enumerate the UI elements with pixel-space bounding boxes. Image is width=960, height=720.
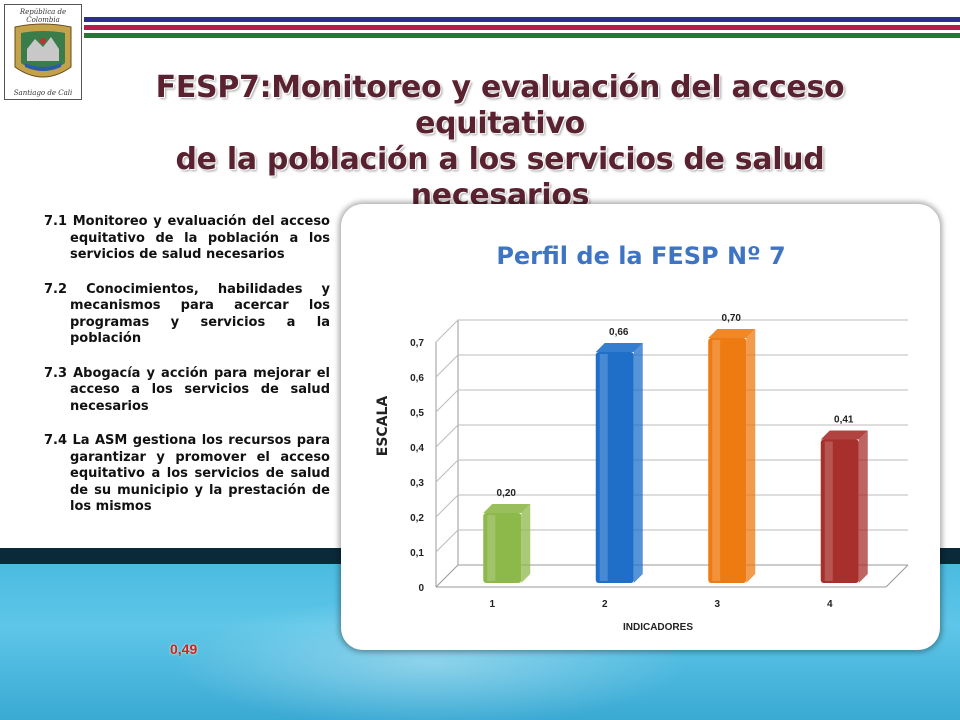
value-label: 0,70 xyxy=(722,313,742,324)
svg-text:República de: República de xyxy=(19,8,66,16)
gridline xyxy=(435,389,908,413)
svg-text:Santiago de Cali: Santiago de Cali xyxy=(14,89,72,97)
title-line-1: FESP7:Monitoreo y evaluación del acceso … xyxy=(155,70,845,141)
chart-bars xyxy=(483,329,868,583)
stripe-green xyxy=(84,33,960,38)
list-item: 7.2 Conocimientos, habilidades y mecanis… xyxy=(44,282,330,348)
indicator-list: 7.1 Monitoreo y evaluación del acceso eq… xyxy=(44,214,330,534)
list-item: 7.1 Monitoreo y evaluación del acceso eq… xyxy=(44,214,330,264)
value-label: 0,41 xyxy=(834,415,854,426)
y-tick-label: 0,2 xyxy=(410,513,424,524)
bar-side xyxy=(633,343,643,583)
gridline xyxy=(435,459,908,483)
gridline xyxy=(435,494,908,518)
bar-highlight xyxy=(487,515,496,581)
indicator-7-2-text: 7.2 Conocimientos, habilidades y mecanis… xyxy=(44,281,330,347)
bar-top xyxy=(595,343,643,352)
gridline xyxy=(435,529,908,553)
bar xyxy=(820,439,859,583)
gridline xyxy=(435,354,908,378)
bar-highlight xyxy=(599,354,608,581)
x-tick-label: 3 xyxy=(714,599,720,610)
y-axis-label: ESCALA xyxy=(375,396,391,457)
bar-highlight xyxy=(712,340,721,581)
indicator-7-1-text: 7.1 Monitoreo y evaluación del acceso eq… xyxy=(44,214,330,262)
stripe-blue xyxy=(84,17,960,22)
chart-title: Perfil de la FESP Nº 7 xyxy=(496,242,785,270)
list-item: 7.3 Abogacía y acción para mejorar el ac… xyxy=(44,366,330,416)
gridline xyxy=(435,424,908,448)
page-title: FESP7:Monitoreo y evaluación del acceso … xyxy=(90,70,910,214)
bar-chart: Perfil de la FESP Nº 7 ESCALA INDICADORE… xyxy=(375,242,909,633)
header-stripes xyxy=(84,17,960,41)
bar-highlight xyxy=(824,441,833,581)
indicator-7-4-text: 7.4 La ASM gestiona los recursos para ga… xyxy=(44,433,330,514)
value-label: 0,66 xyxy=(609,327,629,338)
floor-edge xyxy=(435,564,909,588)
bar-top xyxy=(483,504,531,513)
y-tick-label: 0,3 xyxy=(410,478,424,489)
bar xyxy=(483,513,522,583)
bar xyxy=(595,352,634,583)
x-tick-label: 2 xyxy=(602,599,608,610)
value-labels: 0,20 0,66 0,70 0,41 xyxy=(497,313,854,499)
bar xyxy=(708,338,747,583)
bar-side xyxy=(521,504,531,583)
x-tick-labels: 1 2 3 4 xyxy=(489,599,833,610)
y-tick-label: 0,4 xyxy=(410,443,424,454)
y-tick-label: 0,1 xyxy=(410,548,424,559)
chart-card: Perfil de la FESP Nº 7 ESCALA INDICADORE… xyxy=(341,204,940,650)
y-tick-label: 0 xyxy=(418,583,424,594)
chart-grid xyxy=(435,319,909,588)
bar-top xyxy=(708,329,756,338)
bar-top xyxy=(820,430,868,440)
gridline xyxy=(435,319,908,343)
bar-side xyxy=(858,430,868,583)
value-label: 0,20 xyxy=(497,488,517,499)
x-axis-label: INDICADORES xyxy=(623,622,693,633)
y-tick-labels: 0 0,1 0,2 0,3 0,4 0,5 0,6 0,7 xyxy=(410,338,424,594)
indicator-7-3-text: 7.3 Abogacía y acción para mejorar el ac… xyxy=(44,365,330,414)
average-score: 0,49 xyxy=(170,641,198,657)
x-tick-label: 4 xyxy=(827,599,833,610)
y-tick-label: 0,5 xyxy=(410,408,424,419)
cali-coat-of-arms-logo: República de Colombia Santiago de Cali xyxy=(4,4,82,100)
bar-side xyxy=(746,329,756,583)
stripe-red xyxy=(84,25,960,30)
list-item: 7.4 La ASM gestiona los recursos para ga… xyxy=(44,433,330,516)
x-tick-label: 1 xyxy=(489,599,495,610)
y-tick-label: 0,6 xyxy=(410,373,424,384)
y-tick-label: 0,7 xyxy=(410,338,424,349)
svg-text:Colombia: Colombia xyxy=(26,16,60,24)
